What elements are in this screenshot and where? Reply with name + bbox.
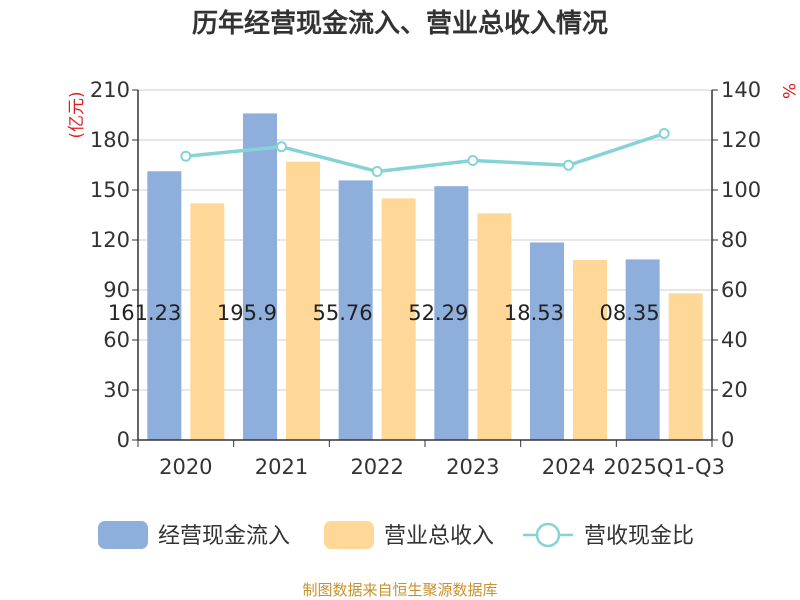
ratio-point [180,150,192,162]
ratio-point [658,128,670,139]
legend-item-ratio: 营收现金比 [523,522,694,549]
left-tick-label: 60 [103,328,130,352]
bar-revenue [381,198,416,440]
right-tick-label: 60 [721,278,748,302]
data-label-cash-inflow: 195.9 [217,301,277,325]
left-tick-label: 0 [117,428,130,452]
data-label-cash-inflow: 55.76 [313,301,373,325]
data-label-cash-inflow: 161.23 [108,301,181,325]
left-tick-label: 150 [90,178,130,202]
legend-label-ratio: 营收现金比 [584,524,694,549]
x-tick-label: 2023 [446,455,499,479]
x-tick-label: 2020 [159,455,212,479]
left-tick-label: 180 [90,128,130,152]
legend-marker-ratio [535,522,561,548]
ratio-point [467,155,479,166]
left-axis-unit: (亿元) [67,91,87,138]
ratio-line-path [185,131,665,174]
source-note: 制图数据来自恒生聚源数据库 [302,581,497,599]
right-tick-label: 20 [721,378,748,402]
bar-revenue [190,203,225,440]
bar-revenue [573,260,607,440]
chart-title: 历年经营现金流入、营业总收入情况 [192,8,608,39]
right-tick-label: 120 [721,128,761,152]
bars [147,113,703,441]
bar-revenue [286,161,320,440]
data-label-cash-inflow: 18.53 [504,301,564,325]
ratio-line [180,128,670,177]
left-tick-label: 120 [90,228,130,252]
left-tick-label: 30 [103,378,130,402]
left-tick-label: 210 [90,78,130,102]
bar-cash-inflow [530,242,564,440]
bar-revenue [668,293,703,440]
right-tick-label: 40 [721,328,748,352]
legend-label-revenue: 营业总收入 [384,524,494,549]
bar-cash-inflow [625,259,660,440]
ratio-point [563,159,574,171]
bar-cash-inflow [243,113,277,441]
left-tick-label: 90 [103,278,130,302]
axes: 0 30 60 90 120 150 180 210 0 20 40 60 80 100 120 140 202… [90,78,761,479]
legend-item-revenue: 营业总收入 [324,521,494,549]
right-axis-unit: % [778,83,798,99]
right-tick-label: 140 [721,78,761,102]
ratio-point [371,166,383,177]
bar-cash-inflow [338,180,373,440]
right-tick-label: 80 [721,228,748,252]
legend-swatch-cash-inflow [98,521,148,549]
bar-revenue [477,213,512,440]
legend-label-cash-inflow: 经营现金流入 [158,524,290,549]
x-tick-label: 2021 [255,455,308,479]
bar-cash-inflow [147,171,182,441]
x-tick-label: 2024 [542,455,595,479]
x-tick-label: 2022 [350,455,403,479]
legend-swatch-revenue [324,521,374,549]
grid-lines [138,89,712,391]
legend-item-cash-inflow: 经营现金流入 [98,521,290,549]
data-label-cash-inflow: 08.35 [600,301,660,325]
legend: 经营现金流入 营业总收入 营收现金比 [98,521,694,549]
ratio-point [276,141,287,153]
right-tick-label: 0 [721,428,734,452]
bar-cash-inflow [434,186,469,440]
data-label-cash-inflow: 52.29 [408,301,468,325]
x-tick-label: 2025Q1-Q3 [603,455,725,479]
data-labels: 161.23 195.9 55.76 52.29 18.53 08.35 [108,301,660,325]
right-tick-label: 100 [721,178,761,202]
